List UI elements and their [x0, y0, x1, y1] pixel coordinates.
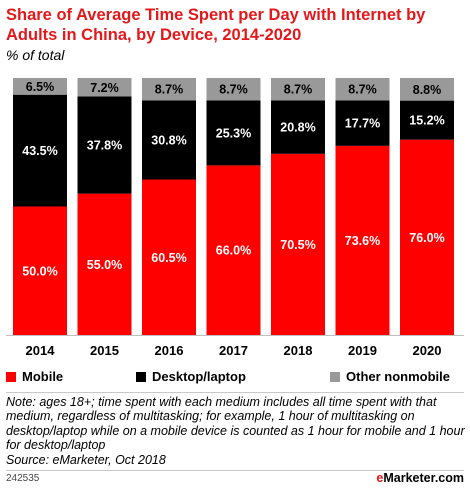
bar-2020-series-1	[400, 100, 454, 140]
data-label-2018-series-1: 20.8%	[280, 121, 315, 135]
logo-name: Marketer	[383, 471, 435, 485]
chart-id: 242535	[6, 473, 40, 484]
x-tick-label-2014: 2014	[26, 343, 56, 358]
bar-2015-series-0	[77, 193, 132, 335]
bar-2015-series-2	[77, 78, 132, 97]
x-tick-label-2018: 2018	[284, 343, 313, 358]
legend-item-other: Other nonmobile	[330, 369, 450, 384]
bar-2018-series-2	[271, 78, 325, 101]
legend-swatch-mobile	[6, 371, 16, 382]
legend: Mobile Desktop/laptop Other nonmobile	[6, 369, 466, 385]
data-label-2019-series-2: 8.7%	[348, 83, 377, 97]
bar-2014-series-1	[13, 94, 67, 207]
bar-2017-series-2	[206, 78, 261, 101]
chart-subtitle: % of total	[6, 47, 65, 63]
bar-2019-series-1	[335, 100, 390, 146]
logo-suffix: .com	[434, 471, 464, 485]
bar-2019-series-0	[335, 145, 390, 335]
legend-label-mobile: Mobile	[22, 369, 64, 384]
stacked-bar-chart: 50.0% 43.5% 6.5% 2014 55.0% 37.8% 7.2% 2015 60.5…	[6, 78, 464, 358]
bar-2015-series-1	[77, 96, 132, 194]
x-tick-label-2020: 2020	[413, 343, 442, 358]
logo-prefix: e	[376, 471, 384, 485]
legend-item-desktop: Desktop/laptop	[136, 369, 246, 384]
legend-label-desktop: Desktop/laptop	[152, 369, 246, 384]
data-label-2018-series-2: 8.7%	[284, 83, 313, 97]
data-label-2019-series-0: 73.6%	[345, 234, 380, 248]
chart-note: Note: ages 18+; time spent with each med…	[6, 395, 465, 453]
bar-2016-series-0	[142, 179, 196, 335]
bar-2020-series-0	[400, 139, 454, 335]
data-label-2016-series-0: 60.5%	[151, 251, 186, 265]
data-label-2017-series-2: 8.7%	[219, 83, 248, 97]
bar-2017-series-0	[206, 165, 261, 335]
x-tick-label-2016: 2016	[155, 343, 184, 358]
data-label-2017-series-1: 25.3%	[216, 126, 251, 140]
data-label-2015-series-1: 37.8%	[87, 139, 122, 153]
chart-source: Source: eMarketer, Oct 2018	[6, 453, 166, 467]
data-label-2014-series-1: 43.5%	[22, 144, 57, 158]
data-label-2015-series-2: 7.2%	[90, 81, 119, 95]
bar-2014-series-2	[13, 78, 67, 95]
bar-2018-series-1	[271, 100, 325, 154]
footer-divider	[6, 470, 464, 471]
data-label-2020-series-1: 15.2%	[409, 114, 444, 128]
legend-label-other: Other nonmobile	[346, 369, 450, 384]
bar-2017-series-1	[206, 100, 261, 166]
bar-2016-series-2	[142, 78, 196, 101]
data-label-2016-series-2: 8.7%	[155, 83, 184, 97]
legend-swatch-desktop	[136, 371, 146, 382]
data-label-2015-series-0: 55.0%	[87, 258, 122, 272]
chart-title: Share of Average Time Spent per Day with…	[6, 6, 426, 44]
data-label-2016-series-1: 30.8%	[151, 133, 186, 147]
data-label-2020-series-0: 76.0%	[409, 231, 444, 245]
emarketer-logo: eMarketer.com	[376, 471, 464, 485]
data-label-2018-series-0: 70.5%	[280, 238, 315, 252]
bar-2019-series-2	[335, 78, 390, 101]
data-label-2014-series-2: 6.5%	[26, 80, 55, 94]
data-label-2017-series-0: 66.0%	[216, 244, 251, 258]
x-tick-label-2019: 2019	[348, 343, 377, 358]
x-tick-label-2017: 2017	[219, 343, 248, 358]
data-label-2014-series-0: 50.0%	[22, 264, 57, 278]
bar-2016-series-1	[142, 100, 196, 180]
note-divider	[6, 392, 464, 393]
legend-swatch-other	[330, 371, 340, 382]
data-label-2020-series-2: 8.8%	[413, 83, 442, 97]
bar-2020-series-2	[400, 78, 454, 101]
data-label-2019-series-1: 17.7%	[345, 117, 380, 131]
bar-2018-series-0	[271, 153, 325, 335]
bar-2014-series-0	[13, 206, 67, 335]
x-tick-label-2015: 2015	[90, 343, 119, 358]
legend-item-mobile: Mobile	[6, 369, 63, 384]
